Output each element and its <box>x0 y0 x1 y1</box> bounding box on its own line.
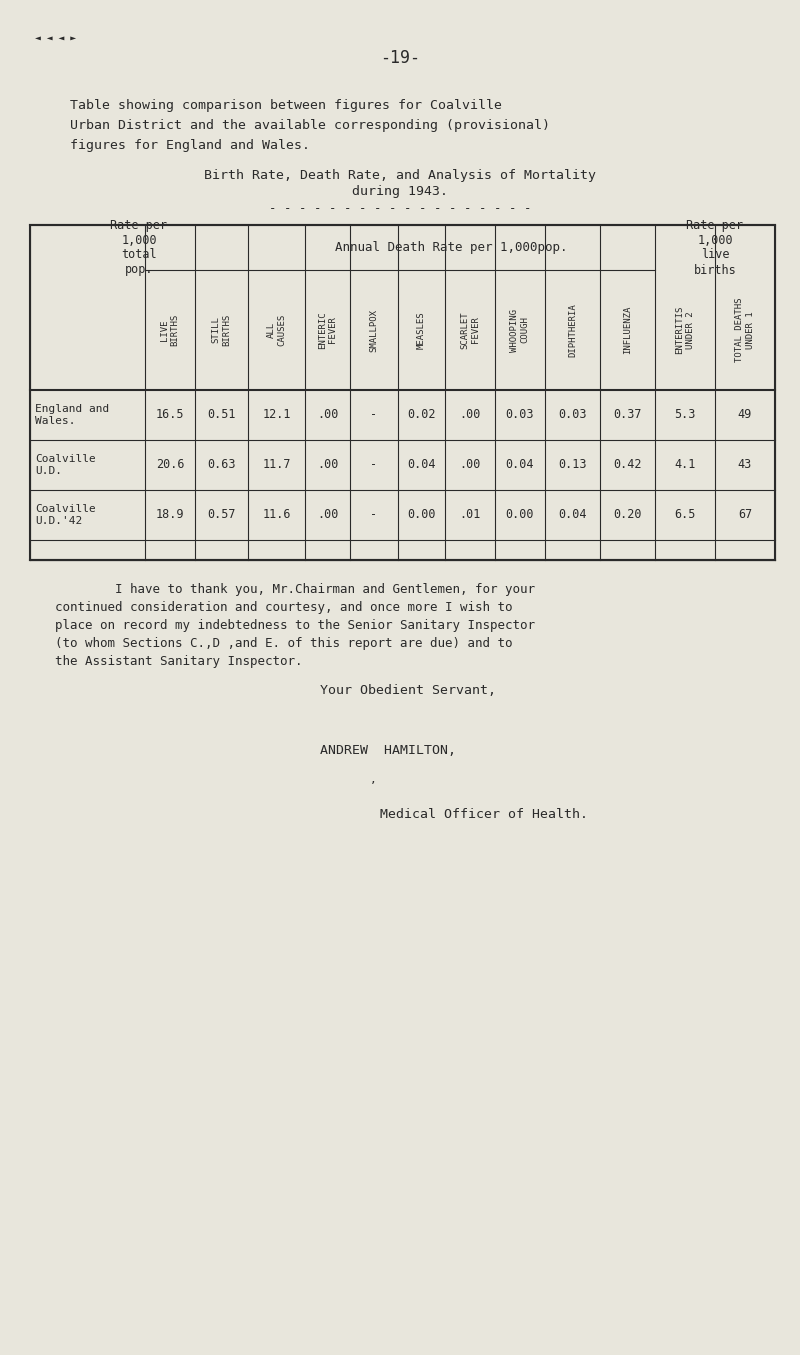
Text: .00: .00 <box>317 408 338 421</box>
Text: 0.51: 0.51 <box>207 408 236 421</box>
Text: MEASLES: MEASLES <box>417 312 426 348</box>
Text: 0.63: 0.63 <box>207 458 236 472</box>
Text: 11.6: 11.6 <box>262 508 290 522</box>
Text: 67: 67 <box>738 508 752 522</box>
Text: 12.1: 12.1 <box>262 408 290 421</box>
Text: .00: .00 <box>459 408 481 421</box>
Text: Urban District and the available corresponding (provisional): Urban District and the available corresp… <box>70 118 550 131</box>
Text: .00: .00 <box>317 508 338 522</box>
Text: Rate per
1,000
total
pop.: Rate per 1,000 total pop. <box>110 218 167 276</box>
Text: England and
Wales.: England and Wales. <box>35 404 110 425</box>
Text: INFLUENZA: INFLUENZA <box>623 306 632 354</box>
Text: -19-: -19- <box>380 49 420 66</box>
Text: 0.04: 0.04 <box>506 458 534 472</box>
Text: Annual Death Rate per 1,000pop.: Annual Death Rate per 1,000pop. <box>335 241 568 253</box>
Text: .00: .00 <box>317 458 338 472</box>
Text: Coalville
U.D.: Coalville U.D. <box>35 454 96 476</box>
Text: ,: , <box>370 775 377 785</box>
Text: .00: .00 <box>459 458 481 472</box>
Text: TOTAL DEATHS
UNDER 1: TOTAL DEATHS UNDER 1 <box>735 298 754 362</box>
Text: I have to thank you, Mr.Chairman and Gentlemen, for your: I have to thank you, Mr.Chairman and Gen… <box>55 584 535 596</box>
Text: 0.00: 0.00 <box>506 508 534 522</box>
Text: STILL
BIRTHS: STILL BIRTHS <box>212 314 231 346</box>
Text: during 1943.: during 1943. <box>352 186 448 198</box>
Text: Rate per
1,000
live
births: Rate per 1,000 live births <box>686 218 743 276</box>
Text: 0.02: 0.02 <box>407 408 436 421</box>
Text: 0.37: 0.37 <box>614 408 642 421</box>
Text: 4.1: 4.1 <box>674 458 696 472</box>
Text: 6.5: 6.5 <box>674 508 696 522</box>
Text: 0.03: 0.03 <box>558 408 586 421</box>
Text: -: - <box>370 458 378 472</box>
Text: Your Obedient Servant,: Your Obedient Servant, <box>320 683 496 696</box>
Text: the Assistant Sanitary Inspector.: the Assistant Sanitary Inspector. <box>55 656 302 668</box>
Text: 0.04: 0.04 <box>558 508 586 522</box>
Text: 0.04: 0.04 <box>407 458 436 472</box>
Bar <box>30 225 775 560</box>
Text: ENTERIC
FEVER: ENTERIC FEVER <box>318 312 338 348</box>
Text: continued consideration and courtesy, and once more I wish to: continued consideration and courtesy, an… <box>55 602 513 615</box>
Text: LIVE
BIRTHS: LIVE BIRTHS <box>160 314 180 346</box>
Text: Table showing comparison between figures for Coalville: Table showing comparison between figures… <box>70 99 502 111</box>
Text: (to whom Sections C.,D ,and E. of this report are due) and to: (to whom Sections C.,D ,and E. of this r… <box>55 637 513 650</box>
Text: 0.57: 0.57 <box>207 508 236 522</box>
Text: SCARLET
FEVER: SCARLET FEVER <box>460 312 480 348</box>
Text: 49: 49 <box>738 408 752 421</box>
Text: WHOOPING
COUGH: WHOOPING COUGH <box>510 309 530 351</box>
Text: ANDREW  HAMILTON,: ANDREW HAMILTON, <box>320 744 456 756</box>
Text: 11.7: 11.7 <box>262 458 290 472</box>
Text: 43: 43 <box>738 458 752 472</box>
Text: Birth Rate, Death Rate, and Analysis of Mortality: Birth Rate, Death Rate, and Analysis of … <box>204 168 596 182</box>
Text: 0.03: 0.03 <box>506 408 534 421</box>
Text: DIPHTHERIA: DIPHTHERIA <box>568 304 577 356</box>
Text: .01: .01 <box>459 508 481 522</box>
Text: 16.5: 16.5 <box>156 408 184 421</box>
Text: 0.42: 0.42 <box>614 458 642 472</box>
Text: 0.13: 0.13 <box>558 458 586 472</box>
Text: ALL
CAUSES: ALL CAUSES <box>267 314 286 346</box>
Text: Medical Officer of Health.: Medical Officer of Health. <box>380 809 588 821</box>
Text: figures for England and Wales.: figures for England and Wales. <box>70 138 310 152</box>
Text: ENTERITIS
UNDER 2: ENTERITIS UNDER 2 <box>675 306 694 354</box>
Text: 5.3: 5.3 <box>674 408 696 421</box>
Text: ◄ ◄ ◄ ►: ◄ ◄ ◄ ► <box>35 33 76 43</box>
Text: 20.6: 20.6 <box>156 458 184 472</box>
Text: - - - - - - - - - - - - - - - - - -: - - - - - - - - - - - - - - - - - - <box>269 202 531 214</box>
Text: -: - <box>370 508 378 522</box>
Text: SMALLPOX: SMALLPOX <box>370 309 378 351</box>
Text: -: - <box>370 408 378 421</box>
Text: place on record my indebtedness to the Senior Sanitary Inspector: place on record my indebtedness to the S… <box>55 619 535 633</box>
Text: 0.00: 0.00 <box>407 508 436 522</box>
Text: 18.9: 18.9 <box>156 508 184 522</box>
Text: 0.20: 0.20 <box>614 508 642 522</box>
Text: Coalville
U.D.'42: Coalville U.D.'42 <box>35 504 96 526</box>
